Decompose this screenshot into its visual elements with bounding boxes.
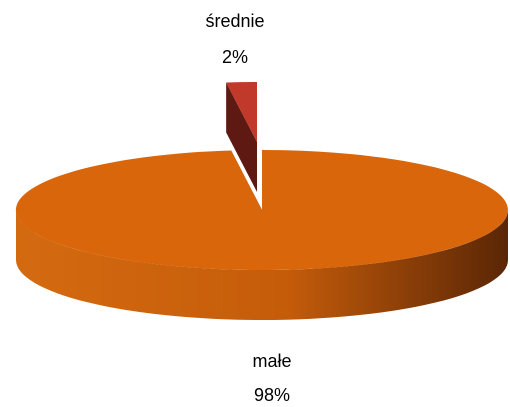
slice-value-label: 2% — [222, 47, 248, 67]
slice-face — [226, 82, 257, 192]
slice — [15, 150, 508, 320]
slice — [226, 81, 257, 192]
slice-top — [15, 150, 508, 270]
slice-side — [16, 210, 508, 320]
slice-value-label: 98% — [254, 385, 290, 405]
slice-top — [226, 81, 257, 142]
slice-label: średnie — [205, 11, 264, 31]
slice-label: małe — [252, 351, 291, 371]
